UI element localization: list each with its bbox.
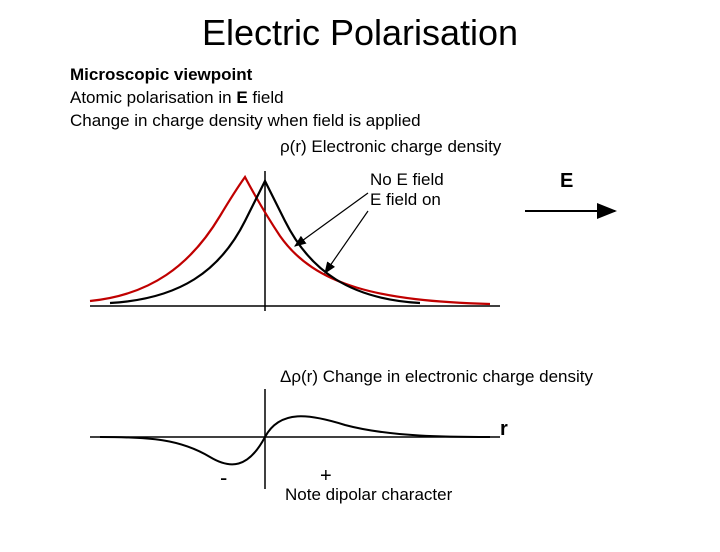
subtitle-line-1: Microscopic viewpoint <box>70 64 720 87</box>
drho-label: Δρ(r) Change in electronic charge densit… <box>280 367 593 387</box>
subtitle-line-3: Change in charge density when field is a… <box>70 110 720 133</box>
subtitle-line-2: Atomic polarisation in E field <box>70 87 720 110</box>
leader-line-1 <box>295 193 368 246</box>
delta-rho-curve <box>100 416 490 464</box>
bottom-chart-svg <box>70 389 630 499</box>
top-chart-svg <box>70 161 630 331</box>
leader-line-2 <box>325 211 368 273</box>
page-title: Electric Polarisation <box>0 12 720 54</box>
e-label: E <box>560 170 573 193</box>
minus-label: - <box>220 465 227 491</box>
rho-label: ρ(r) Electronic charge density <box>280 137 501 157</box>
legend-line-1: No E field <box>370 170 444 190</box>
r-axis-label: r <box>500 418 508 441</box>
subtitle-block: Microscopic viewpointAtomic polarisation… <box>70 64 720 133</box>
dipolar-note: Note dipolar character <box>285 485 452 505</box>
legend-line-2: E field on <box>370 190 441 210</box>
top-chart-area: ρ(r) Electronic charge density No E fiel… <box>70 143 720 343</box>
bottom-chart-area: Δρ(r) Change in electronic charge densit… <box>70 373 720 523</box>
